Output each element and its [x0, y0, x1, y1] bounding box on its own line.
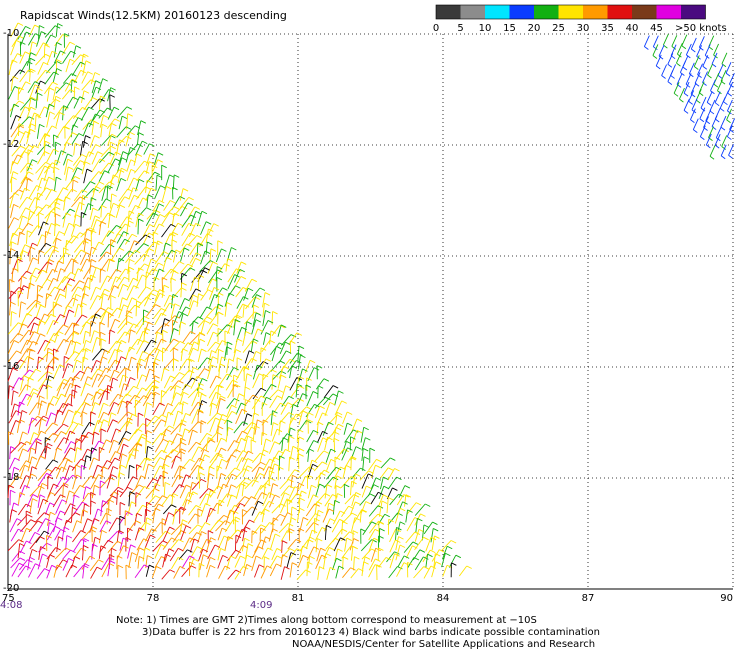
note-line-3: NOAA/NESDIS/Center for Satellite Applica… — [292, 639, 596, 650]
legend-label: >50 knots — [675, 23, 727, 34]
legend-label: 30 — [577, 23, 590, 34]
legend-label: 0 — [433, 23, 439, 34]
legend-label: 10 — [479, 23, 492, 34]
time-label: 4:08 — [0, 600, 22, 611]
legend-swatch — [436, 5, 461, 19]
legend-swatch — [583, 5, 608, 19]
axis-labels: 75 78 81 84 87 90 -10 -12 -14 -16 -18 -20 4:08 4:09 — [0, 28, 733, 611]
legend-swatch — [460, 5, 485, 19]
legend-label: 40 — [626, 23, 639, 34]
time-label: 4:09 — [250, 600, 272, 611]
note-line-1: Note: 1) Times are GMT 2)Times along bot… — [116, 615, 537, 626]
legend-swatch — [656, 5, 681, 19]
lon-tick-label: 81 — [292, 593, 305, 604]
lat-tick-label: -20 — [3, 583, 19, 594]
lon-tick-label: 75 — [2, 593, 15, 604]
lat-tick-label: -18 — [3, 472, 19, 483]
lat-tick-label: -12 — [3, 139, 19, 150]
lat-lon-grid — [7, 33, 734, 590]
lat-tick-label: -14 — [3, 250, 19, 261]
legend-label: 25 — [552, 23, 565, 34]
lon-tick-label: 84 — [437, 593, 450, 604]
legend-swatch — [509, 5, 534, 19]
legend-swatch — [632, 5, 657, 19]
lat-tick-label: -10 — [3, 28, 19, 39]
lon-tick-label: 90 — [720, 593, 733, 604]
legend-label: 15 — [503, 23, 516, 34]
legend-swatch — [558, 5, 583, 19]
legend-label: 45 — [650, 23, 663, 34]
legend-label: 5 — [457, 23, 463, 34]
legend-swatch — [607, 5, 632, 19]
legend-label: 20 — [528, 23, 541, 34]
lon-tick-label: 78 — [147, 593, 160, 604]
legend-swatch — [485, 5, 510, 19]
map-title: Rapidscat Winds(12.5KM) 20160123 descend… — [20, 9, 287, 22]
lat-tick-label: -16 — [3, 361, 19, 372]
note-line-2: 3)Data buffer is 22 hrs from 20160123 4)… — [142, 627, 600, 638]
legend-swatch — [534, 5, 559, 19]
speed-color-legend: 0 5 10 15 20 25 30 35 40 45 >50 knots — [433, 4, 727, 34]
legend-swatch — [681, 5, 706, 19]
lon-tick-label: 87 — [582, 593, 595, 604]
legend-label: 35 — [601, 23, 614, 34]
wind-barbs — [7, 22, 736, 581]
